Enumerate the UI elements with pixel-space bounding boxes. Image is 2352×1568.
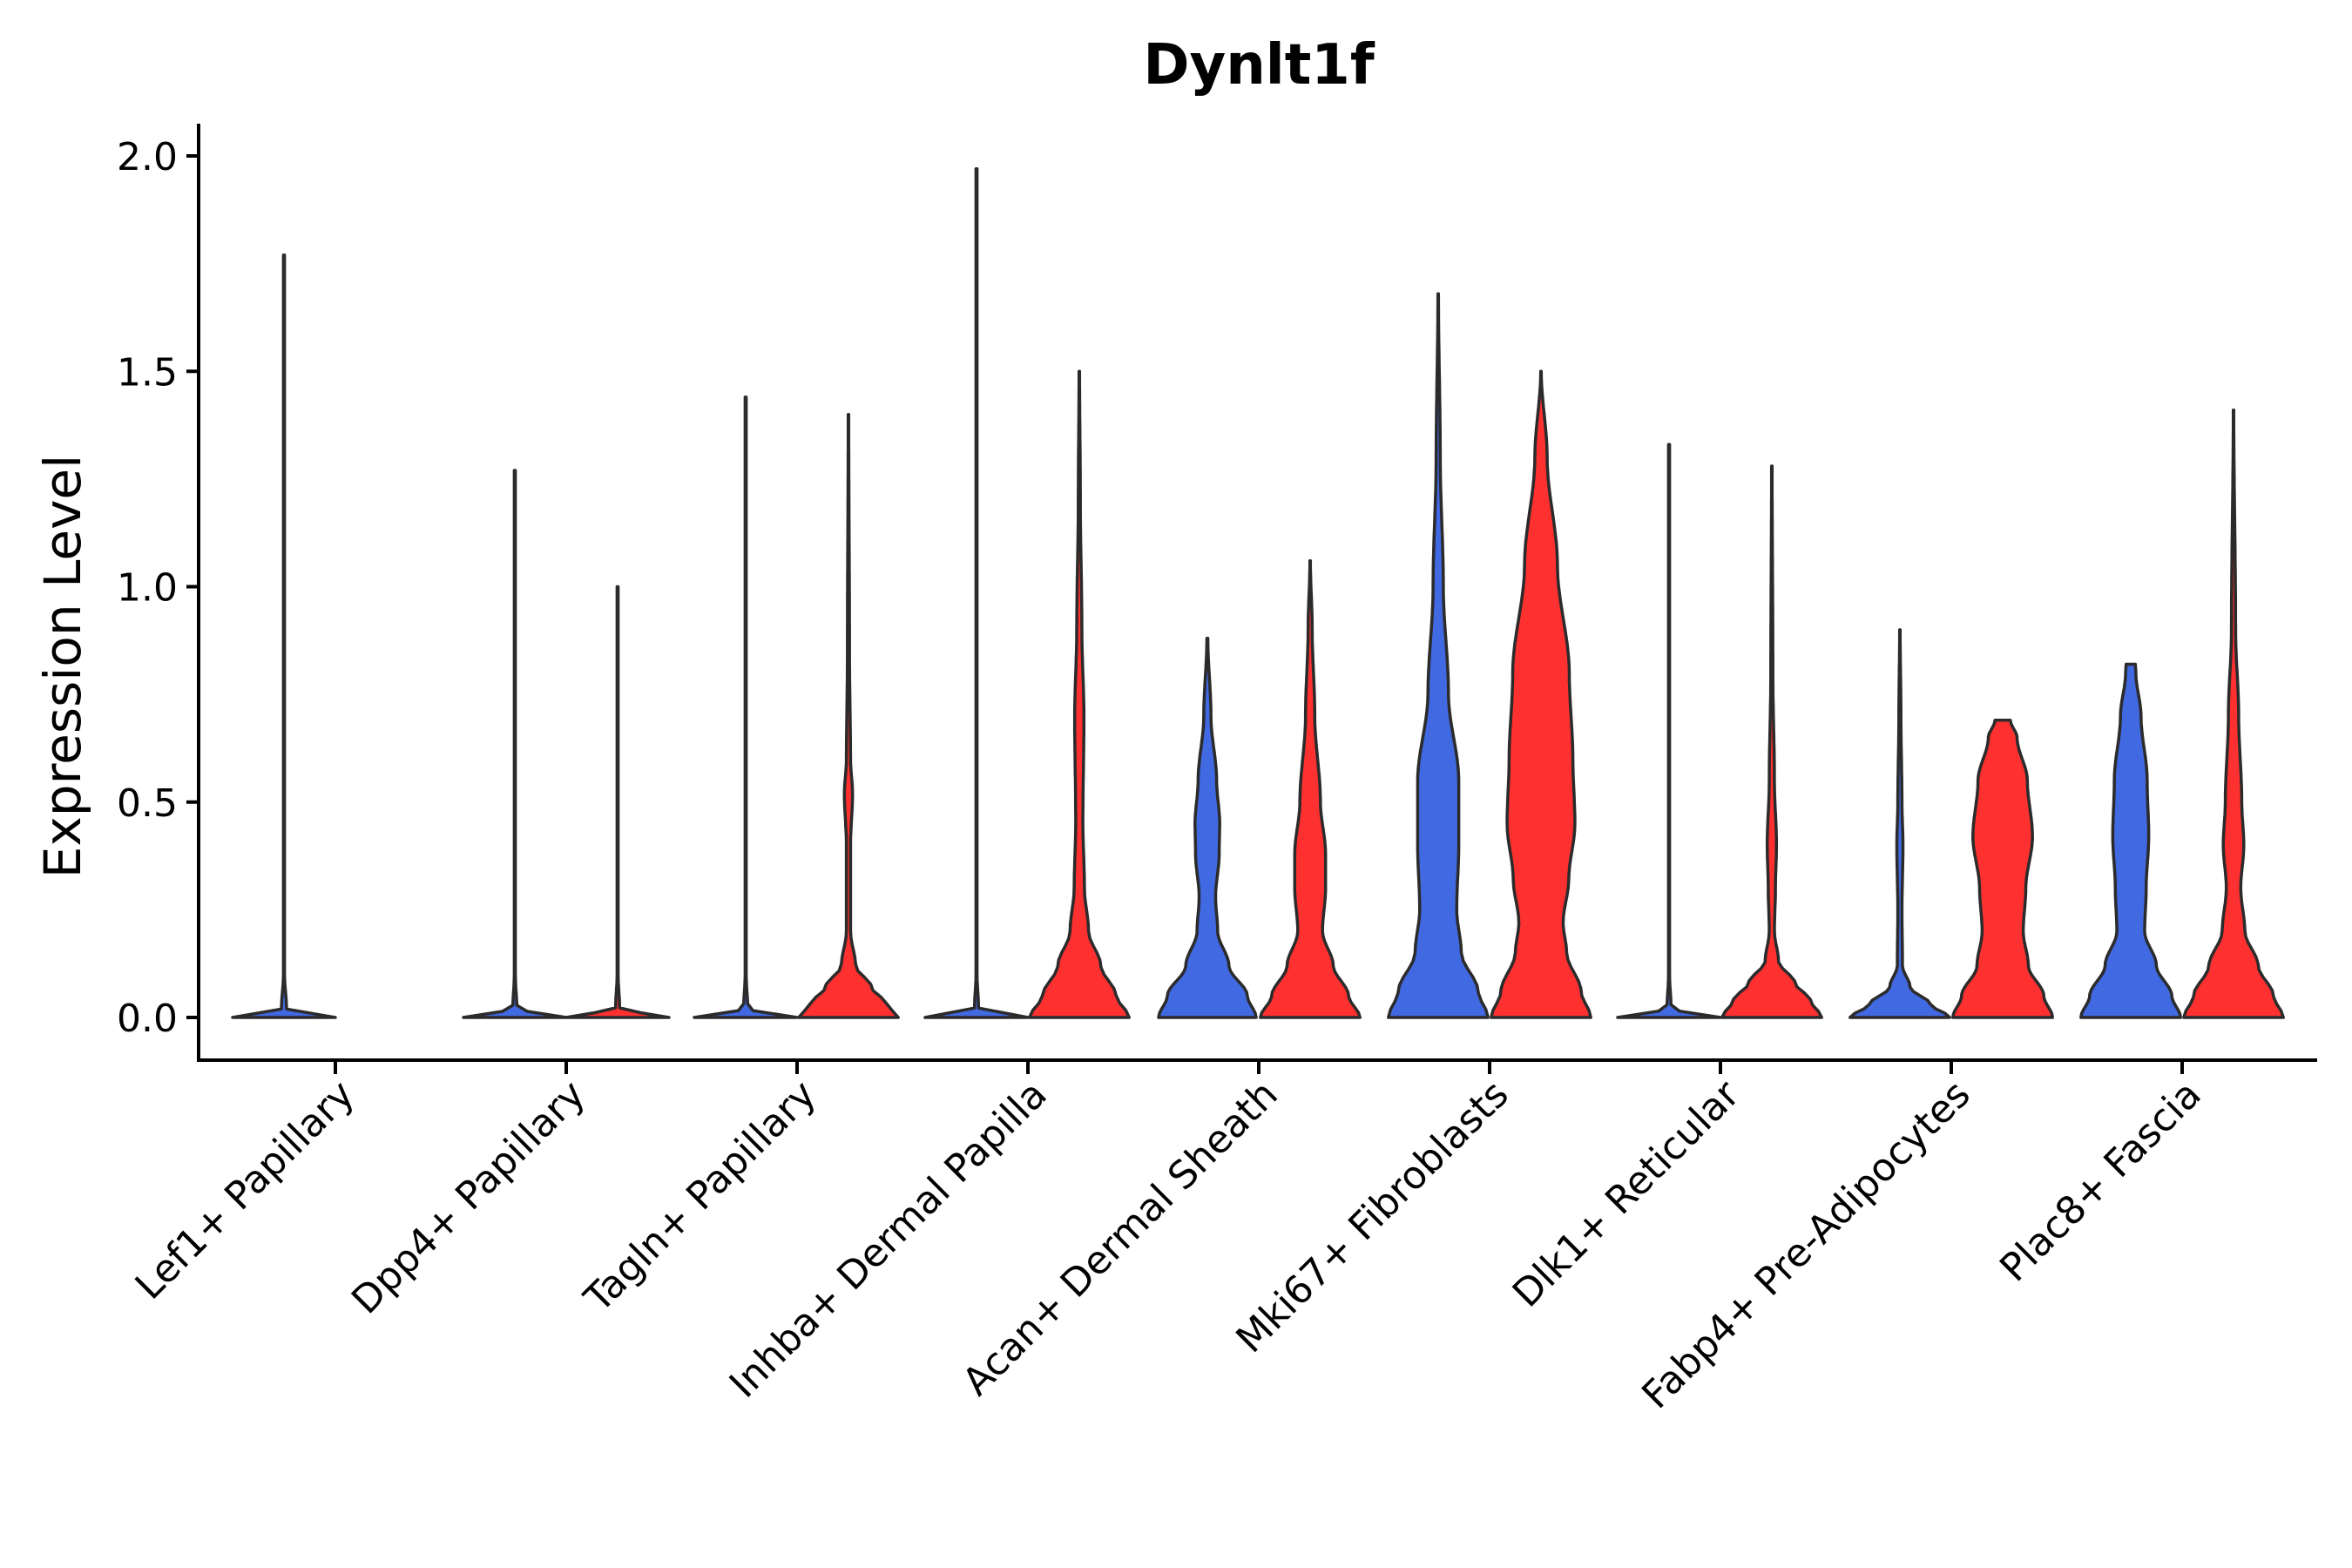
y-tick-label: 2.0 bbox=[117, 135, 178, 179]
violin-group1 bbox=[693, 395, 799, 1019]
violin-group2 bbox=[1720, 464, 1823, 1019]
x-tick-label: Dlk1+ Reticular bbox=[1504, 1071, 1749, 1316]
y-axis-ticks: 0.0 0.5 1.0 1.5 2.0 bbox=[117, 135, 199, 1041]
violin-group2 bbox=[797, 412, 900, 1019]
violin-group1 bbox=[231, 253, 337, 1019]
violin-group1 bbox=[1387, 292, 1490, 1019]
y-tick-label: 0.0 bbox=[117, 997, 178, 1041]
violin-group2 bbox=[1028, 369, 1131, 1019]
violin-group1 bbox=[1157, 637, 1258, 1019]
violin-group1 bbox=[1848, 628, 1951, 1019]
y-axis-label: Expression Level bbox=[33, 455, 92, 878]
y-tick-label: 0.5 bbox=[117, 781, 178, 826]
x-tick-label: Lef1+ Papillary bbox=[127, 1072, 363, 1308]
violin-group2 bbox=[1951, 719, 2054, 1019]
chart-title: Dynlt1f bbox=[1143, 33, 1375, 98]
violin-group2 bbox=[1259, 559, 1362, 1019]
violin-group1 bbox=[462, 469, 568, 1019]
violin-group bbox=[231, 167, 2285, 1019]
violin-group1 bbox=[1616, 443, 1722, 1019]
x-tick-label: Tagln+ Papillary bbox=[576, 1072, 825, 1321]
y-tick-label: 1.0 bbox=[117, 566, 178, 611]
violin-group2 bbox=[564, 585, 671, 1019]
violin-group2 bbox=[2182, 409, 2285, 1019]
y-tick-label: 1.5 bbox=[117, 350, 178, 395]
x-tick-label: Plac8+ Fascia bbox=[1991, 1072, 2210, 1291]
violin-group2 bbox=[1490, 369, 1592, 1019]
x-tick-label: Dpp4+ Papillary bbox=[343, 1072, 594, 1323]
violin-group1 bbox=[923, 167, 1030, 1019]
violin-group1 bbox=[2079, 662, 2182, 1019]
